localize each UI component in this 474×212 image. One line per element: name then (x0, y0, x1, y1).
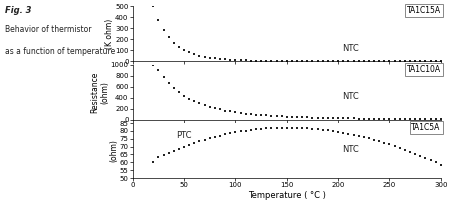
Text: Fig. 3: Fig. 3 (5, 6, 31, 15)
Y-axis label: (K ohm): (K ohm) (105, 19, 114, 49)
Text: as a function of temperature: as a function of temperature (5, 47, 115, 56)
X-axis label: Temperature ( °C ): Temperature ( °C ) (248, 191, 326, 200)
Text: TA1C5A: TA1C5A (411, 123, 441, 132)
Text: NTC: NTC (342, 92, 359, 101)
Text: Behavior of thermistor: Behavior of thermistor (5, 25, 91, 34)
Text: TA1C15A: TA1C15A (407, 6, 441, 15)
Text: PTC: PTC (176, 131, 191, 141)
Y-axis label: (ohm): (ohm) (109, 139, 118, 162)
Text: NTC: NTC (342, 145, 359, 154)
Text: NTC: NTC (342, 45, 359, 53)
Y-axis label: Resistance
(ohm): Resistance (ohm) (90, 71, 109, 113)
Text: TA1C10A: TA1C10A (407, 65, 441, 74)
